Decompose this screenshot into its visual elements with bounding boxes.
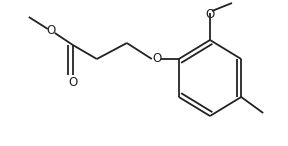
Text: O: O: [152, 53, 162, 66]
Text: O: O: [68, 77, 77, 89]
Text: O: O: [205, 8, 215, 21]
Text: O: O: [46, 25, 56, 38]
